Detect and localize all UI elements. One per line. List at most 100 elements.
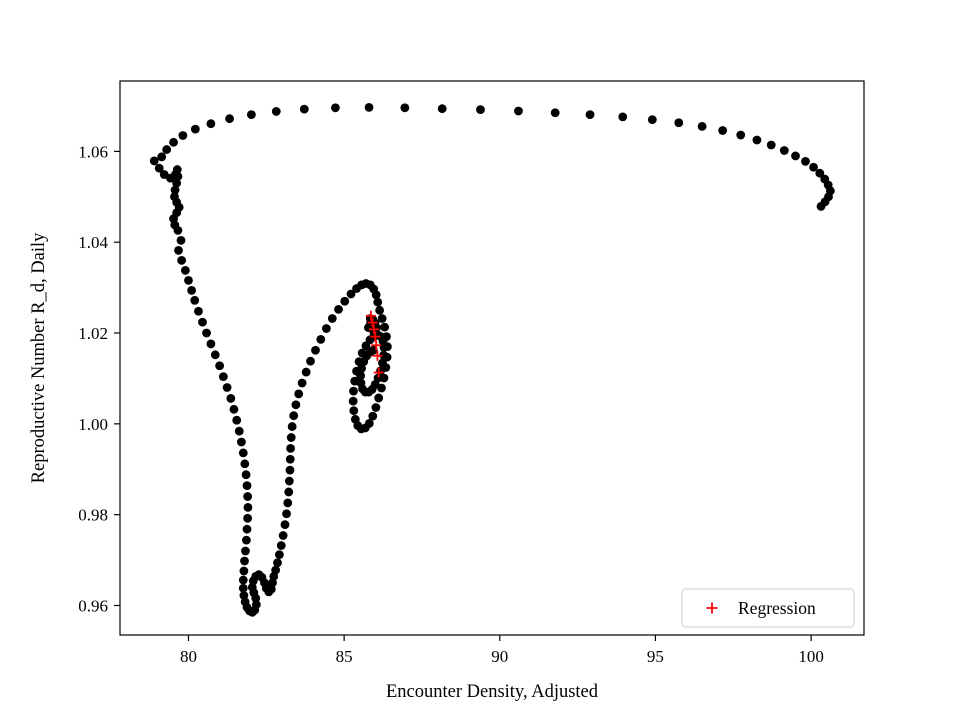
data-point xyxy=(149,156,159,166)
data-point xyxy=(225,114,234,124)
regression-marker xyxy=(371,340,382,351)
data-point xyxy=(173,171,183,181)
data-point xyxy=(177,255,187,265)
data-point xyxy=(697,122,707,131)
x-tick-label: 80 xyxy=(180,647,197,666)
y-tick-label: 1.06 xyxy=(78,142,108,161)
data-point xyxy=(334,305,343,314)
data-point xyxy=(375,305,385,315)
data-point xyxy=(229,404,239,414)
data-point xyxy=(239,566,249,576)
data-point xyxy=(243,513,253,523)
data-point xyxy=(291,400,301,410)
legend-plus-icon xyxy=(706,602,718,614)
x-tick-label: 95 xyxy=(647,647,664,666)
data-point xyxy=(801,156,810,166)
data-point xyxy=(674,118,684,128)
data-point xyxy=(243,502,253,512)
data-point xyxy=(297,378,307,388)
data-point xyxy=(294,389,304,399)
regression-marker xyxy=(372,350,383,361)
regression-marker xyxy=(369,324,380,335)
data-point xyxy=(321,324,331,333)
data-point xyxy=(276,541,286,550)
data-point xyxy=(194,306,203,316)
data-point xyxy=(437,104,447,114)
data-point xyxy=(280,520,290,530)
data-point xyxy=(180,265,190,275)
data-point xyxy=(240,459,250,469)
data-point xyxy=(346,289,356,299)
data-point xyxy=(379,343,389,352)
data-point xyxy=(274,550,284,560)
data-point xyxy=(240,556,249,566)
data-point xyxy=(287,422,297,431)
data-point xyxy=(242,524,252,534)
data-point xyxy=(187,285,196,295)
data-point xyxy=(377,314,387,323)
data-point xyxy=(271,107,281,116)
x-axis-label: Encounter Density, Adjusted xyxy=(386,682,599,702)
data-point xyxy=(820,174,830,184)
data-point xyxy=(356,378,366,388)
data-point xyxy=(316,334,326,344)
data-point xyxy=(736,130,746,140)
data-point xyxy=(226,394,236,403)
regression-marker xyxy=(367,317,378,328)
data-point xyxy=(241,535,251,545)
data-point xyxy=(234,426,244,436)
data-point xyxy=(647,115,657,124)
data-point xyxy=(282,509,291,519)
y-axis-label: Reproductive Number R_d, Daily xyxy=(29,232,49,483)
data-point xyxy=(779,146,789,155)
data-point xyxy=(357,364,366,373)
data-point xyxy=(371,403,381,412)
x-tick-label: 85 xyxy=(336,647,353,666)
data-point xyxy=(286,443,295,453)
data-point xyxy=(238,448,248,458)
data-point xyxy=(210,350,220,360)
data-point xyxy=(154,163,164,173)
data-point xyxy=(285,465,295,475)
data-point xyxy=(169,137,178,147)
data-point xyxy=(809,162,818,172)
legend-label: Regression xyxy=(738,598,816,618)
data-point xyxy=(752,135,762,145)
data-point xyxy=(222,383,232,392)
data-point xyxy=(271,565,281,575)
data-point xyxy=(238,575,248,585)
data-point xyxy=(289,411,299,421)
data-point xyxy=(251,600,261,609)
data-point xyxy=(246,110,256,120)
data-point xyxy=(350,414,360,424)
data-point xyxy=(348,396,358,406)
data-point xyxy=(327,314,337,323)
data-point xyxy=(766,140,776,150)
data-point xyxy=(157,152,167,162)
data-point xyxy=(284,487,294,497)
data-point xyxy=(162,145,172,154)
y-tick-label: 1.00 xyxy=(78,415,108,434)
data-point xyxy=(170,185,180,195)
data-point xyxy=(278,531,288,540)
data-point xyxy=(173,225,183,235)
data-point xyxy=(176,235,186,245)
data-point xyxy=(380,322,390,332)
data-point xyxy=(243,492,253,501)
data-point xyxy=(299,104,309,114)
data-point xyxy=(241,546,250,556)
data-point xyxy=(206,119,216,129)
data-point xyxy=(311,345,320,355)
data-point xyxy=(400,103,410,113)
data-point xyxy=(172,165,182,174)
data-point xyxy=(273,558,282,568)
y-tick-label: 1.04 xyxy=(78,233,108,252)
data-point xyxy=(379,350,389,360)
data-point xyxy=(286,433,296,442)
data-point xyxy=(190,295,200,305)
data-point xyxy=(349,406,359,416)
data-point xyxy=(373,297,383,307)
regression-marker xyxy=(370,331,381,342)
